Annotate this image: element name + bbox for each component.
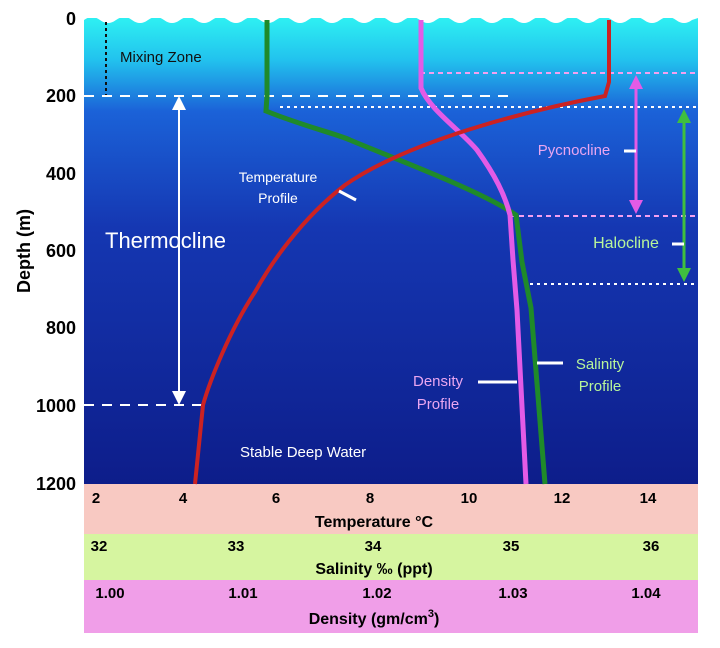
density-tick-label: 1.01 xyxy=(228,585,257,602)
temperature-label-leader xyxy=(338,189,357,202)
temperature-axis-title: Temperature °C xyxy=(315,514,434,531)
density-axis-title-close: ) xyxy=(434,611,439,628)
depth-axis-label: Depth (m) xyxy=(14,209,34,293)
temperature-tick-label: 4 xyxy=(179,490,188,507)
stable-deep-water-label: Stable Deep Water xyxy=(240,444,366,461)
depth-tick-label: 400 xyxy=(46,164,76,184)
density-axis-title: Density (gm/cm3) xyxy=(309,608,440,628)
thermocline-label: Thermocline xyxy=(105,228,226,253)
density-axis-band xyxy=(84,580,698,633)
salinity-profile-curve xyxy=(263,20,548,485)
temperature-tick-label: 2 xyxy=(92,490,100,507)
temperature-tick-label: 6 xyxy=(272,490,280,507)
salinity-tick-label: 35 xyxy=(503,538,520,555)
depth-tick-label: 1000 xyxy=(36,396,76,416)
temperature-profile-curve xyxy=(193,20,611,485)
temperature-tick-label: 12 xyxy=(554,490,571,507)
mixing-zone-label: Mixing Zone xyxy=(120,49,202,66)
pycnocline-arrow xyxy=(629,75,643,214)
depth-tick-label: 800 xyxy=(46,318,76,338)
sea-surface-wave xyxy=(84,17,698,23)
depth-tick-label: 1200 xyxy=(36,474,76,494)
salinity-tick-label: 34 xyxy=(365,538,382,555)
density-tick-label: 1.03 xyxy=(498,585,527,602)
temperature-profile-label-line2: Profile xyxy=(258,190,298,206)
depth-tick-label: 200 xyxy=(46,86,76,106)
salinity-profile-label-line2: Profile xyxy=(579,378,622,395)
depth-tick-label: 0 xyxy=(66,9,76,29)
temperature-tick-label: 8 xyxy=(366,490,374,507)
temperature-tick-label: 10 xyxy=(461,490,478,507)
density-tick-label: 1.02 xyxy=(362,585,391,602)
density-profile-label-line1: Density xyxy=(413,373,464,390)
salinity-tick-label: 32 xyxy=(91,538,108,555)
temperature-axis-band xyxy=(84,484,698,534)
pycnocline-label: Pycnocline xyxy=(538,142,611,159)
halocline-arrow xyxy=(677,109,691,282)
temperature-profile-label-line1: Temperature xyxy=(239,169,318,185)
density-tick-label: 1.04 xyxy=(631,585,661,602)
density-profile-label-line2: Profile xyxy=(417,396,460,413)
density-axis-title-sup: 3 xyxy=(428,608,434,620)
salinity-axis-band xyxy=(84,534,698,580)
depth-tick-label: 600 xyxy=(46,241,76,261)
density-profile-curve xyxy=(418,20,529,485)
temperature-tick-label: 14 xyxy=(640,490,657,507)
thermocline-arrow xyxy=(172,96,186,405)
salinity-tick-label: 33 xyxy=(228,538,245,555)
salinity-profile-label-line1: Salinity xyxy=(576,356,625,373)
salinity-axis-title: Salinity ‰ (ppt) xyxy=(315,561,432,578)
density-tick-label: 1.00 xyxy=(95,585,124,602)
halocline-label: Halocline xyxy=(593,235,659,252)
density-axis-title-main: Density (gm/cm xyxy=(309,611,428,628)
salinity-tick-label: 36 xyxy=(643,538,660,555)
